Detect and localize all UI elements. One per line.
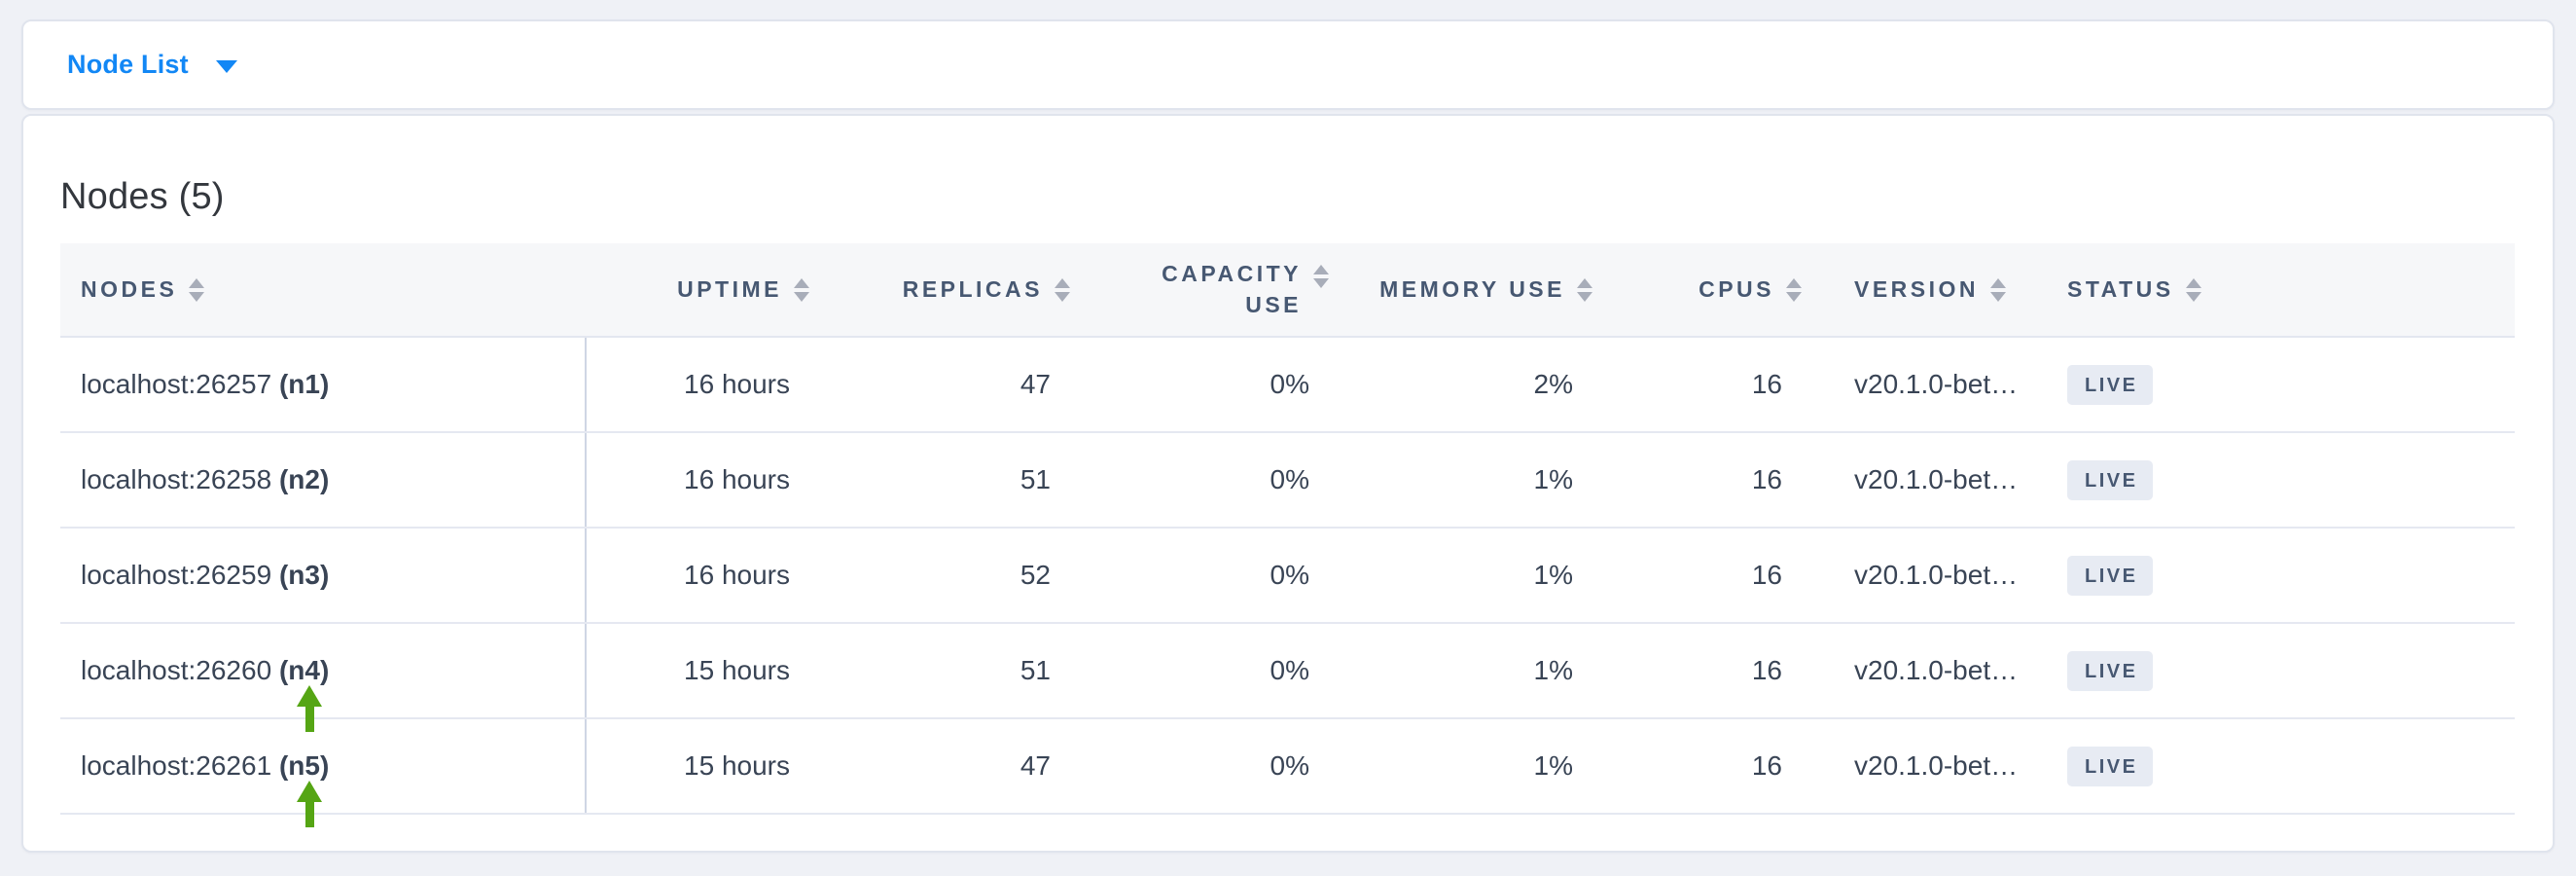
header-status-label: STATUS	[2067, 276, 2174, 302]
uptime-cell: 15 hours	[586, 718, 809, 815]
uptime-cell: 16 hours	[586, 337, 809, 433]
version-cell: v20.1.0-bet…	[1802, 432, 2048, 529]
memory-use-cell: 1%	[1329, 718, 1592, 815]
uptime-cell: 16 hours	[586, 432, 809, 529]
header-capacity-use[interactable]: CAPACITY USE	[1070, 243, 1329, 338]
header-replicas[interactable]: REPLICAS	[809, 243, 1070, 338]
sort-icon	[189, 277, 205, 302]
node-id: (n5)	[278, 750, 330, 781]
replicas-cell: 51	[809, 623, 1070, 719]
replicas-cell: 52	[809, 528, 1070, 624]
nodes-table: NODES UPTIME REPLICAS	[60, 243, 2515, 815]
table-row: localhost:26260 (n4) 15 hours 51 0% 1% 1…	[60, 623, 2515, 719]
node-address-cell[interactable]: localhost:26259 (n3)	[60, 528, 587, 624]
header-nodes[interactable]: NODES	[60, 243, 586, 338]
status-cell: LIVE	[2048, 528, 2515, 624]
cpus-cell: 16	[1592, 718, 1802, 815]
version-cell: v20.1.0-bet…	[1802, 528, 2048, 624]
node-id: (n1)	[278, 369, 330, 399]
status-badge: LIVE	[2067, 555, 2154, 596]
header-uptime[interactable]: UPTIME	[586, 243, 809, 338]
header-nodes-label: NODES	[81, 276, 178, 302]
version-cell: v20.1.0-bet…	[1802, 718, 2048, 815]
header-replicas-label: REPLICAS	[902, 276, 1043, 302]
node-address: localhost:26258	[81, 464, 272, 494]
capacity-use-cell: 0%	[1070, 623, 1329, 719]
node-address-cell[interactable]: localhost:26261 (n5)	[60, 718, 587, 815]
header-cpus[interactable]: CPUS	[1592, 243, 1802, 338]
status-badge: LIVE	[2067, 364, 2154, 405]
cpus-cell: 16	[1592, 623, 1802, 719]
node-id: (n3)	[278, 560, 330, 590]
version-cell: v20.1.0-bet…	[1802, 337, 2048, 433]
cpus-cell: 16	[1592, 528, 1802, 624]
node-address: localhost:26261	[81, 750, 272, 781]
uptime-cell: 16 hours	[586, 528, 809, 624]
node-id: (n2)	[278, 464, 330, 494]
table-row: localhost:26259 (n3) 16 hours 52 0% 1% 1…	[60, 528, 2515, 624]
status-badge: LIVE	[2067, 746, 2154, 786]
capacity-use-cell: 0%	[1070, 432, 1329, 529]
sort-icon	[2185, 277, 2201, 302]
memory-use-cell: 2%	[1329, 337, 1592, 433]
cpus-cell: 16	[1592, 432, 1802, 529]
header-status[interactable]: STATUS	[2048, 243, 2515, 338]
version-cell: v20.1.0-bet…	[1802, 623, 2048, 719]
capacity-use-cell: 0%	[1070, 718, 1329, 815]
sort-icon	[794, 277, 809, 302]
node-id: (n4)	[278, 655, 330, 685]
sort-icon	[1990, 277, 2007, 302]
header-uptime-label: UPTIME	[677, 276, 782, 302]
replicas-cell: 47	[809, 337, 1070, 433]
caret-down-icon	[215, 60, 237, 73]
replicas-cell: 47	[809, 718, 1070, 815]
node-address-cell[interactable]: localhost:26257 (n1)	[60, 337, 587, 433]
capacity-use-cell: 0%	[1070, 528, 1329, 624]
nodes-section-title: Nodes (5)	[60, 176, 225, 217]
view-selector-bar: Node List	[21, 19, 2555, 110]
nodes-card: Nodes (5) NODES UPTIME	[21, 114, 2555, 853]
green-up-arrow-icon	[297, 685, 322, 732]
header-version-label: VERSION	[1854, 276, 1980, 302]
green-up-arrow-icon	[297, 781, 322, 827]
status-cell: LIVE	[2048, 623, 2515, 719]
status-cell: LIVE	[2048, 337, 2515, 433]
header-version[interactable]: VERSION	[1802, 243, 2048, 338]
sort-icon	[1786, 277, 1802, 302]
status-cell: LIVE	[2048, 432, 2515, 529]
sort-icon	[1313, 265, 1329, 289]
memory-use-cell: 1%	[1329, 528, 1592, 624]
table-row: localhost:26258 (n2) 16 hours 51 0% 1% 1…	[60, 432, 2515, 529]
sort-icon	[1055, 277, 1070, 302]
header-capacity-use-label: CAPACITY USE	[1162, 261, 1302, 317]
node-address-cell[interactable]: localhost:26260 (n4)	[60, 623, 587, 719]
memory-use-cell: 1%	[1329, 623, 1592, 719]
node-list-dropdown-label: Node List	[67, 50, 189, 79]
capacity-use-cell: 0%	[1070, 337, 1329, 433]
replicas-cell: 51	[809, 432, 1070, 529]
sort-icon	[1577, 277, 1592, 302]
node-address: localhost:26257	[81, 369, 272, 399]
node-list-dropdown[interactable]: Node List	[67, 50, 237, 80]
node-address-cell[interactable]: localhost:26258 (n2)	[60, 432, 587, 529]
table-header-row: NODES UPTIME REPLICAS	[60, 243, 2515, 338]
header-cpus-label: CPUS	[1699, 276, 1774, 302]
header-memory-use-label: MEMORY USE	[1379, 276, 1565, 302]
node-address: localhost:26260	[81, 655, 272, 685]
cpus-cell: 16	[1592, 337, 1802, 433]
status-badge: LIVE	[2067, 650, 2154, 691]
header-memory-use[interactable]: MEMORY USE	[1329, 243, 1592, 338]
uptime-cell: 15 hours	[586, 623, 809, 719]
table-row: localhost:26261 (n5) 15 hours 47 0% 1% 1…	[60, 718, 2515, 815]
status-cell: LIVE	[2048, 718, 2515, 815]
memory-use-cell: 1%	[1329, 432, 1592, 529]
table-row: localhost:26257 (n1) 16 hours 47 0% 2% 1…	[60, 337, 2515, 433]
node-address: localhost:26259	[81, 560, 272, 590]
status-badge: LIVE	[2067, 459, 2154, 500]
